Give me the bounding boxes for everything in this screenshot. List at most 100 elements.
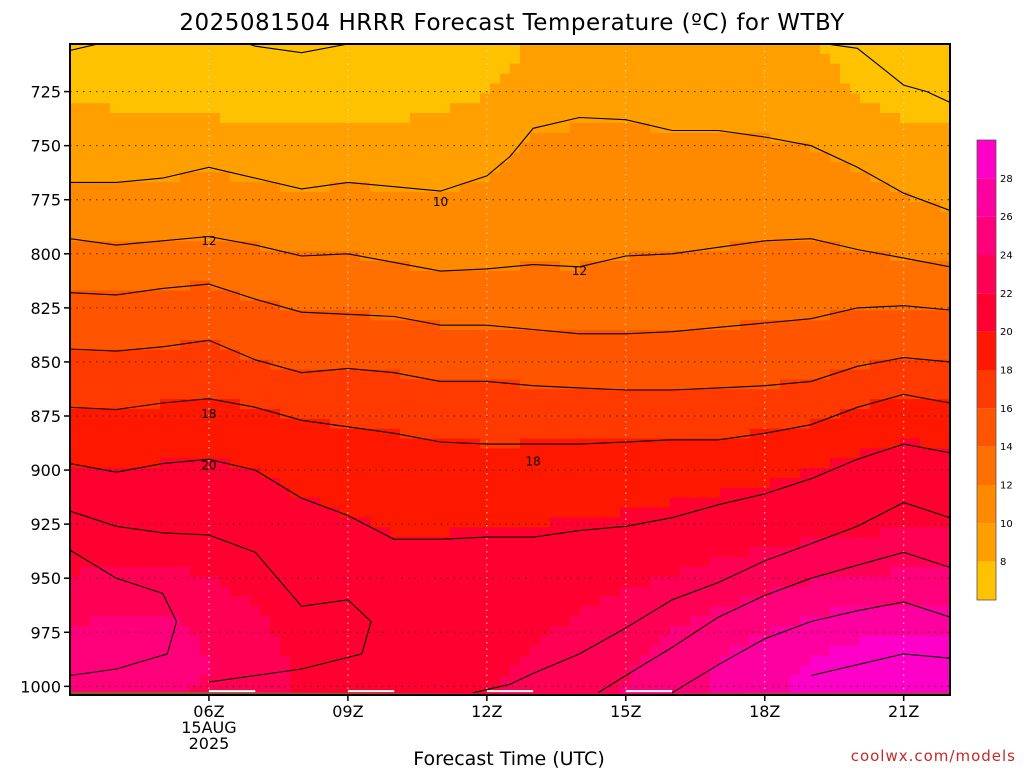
temperature-cell	[720, 231, 731, 243]
temperature-cell	[530, 221, 541, 233]
temperature-cell	[470, 665, 481, 677]
temperature-cell	[310, 478, 321, 489]
temperature-cell	[350, 507, 361, 519]
temperature-cell	[90, 280, 101, 292]
temperature-cell	[510, 369, 521, 381]
temperature-cell	[580, 122, 591, 134]
temperature-cell	[750, 221, 761, 233]
temperature-cell	[290, 201, 301, 213]
temperature-cell	[400, 507, 411, 519]
temperature-cell	[350, 468, 361, 479]
temperature-cell	[510, 113, 521, 124]
temperature-cell	[610, 172, 621, 183]
temperature-cell	[710, 339, 721, 351]
temperature-cell	[260, 645, 271, 657]
temperature-cell	[230, 241, 241, 252]
temperature-cell	[780, 379, 791, 391]
temperature-cell	[210, 103, 221, 114]
temperature-cell	[490, 83, 501, 95]
temperature-cell	[630, 241, 641, 252]
temperature-cell	[750, 290, 761, 302]
temperature-cell	[730, 261, 741, 272]
temperature-cell	[610, 93, 621, 104]
temperature-cell	[90, 655, 101, 667]
temperature-cell	[580, 369, 591, 381]
temperature-cell	[250, 369, 261, 381]
temperature-cell	[760, 408, 771, 420]
temperature-cell	[430, 547, 441, 558]
temperature-cell	[210, 261, 221, 272]
temperature-cell	[330, 251, 341, 262]
temperature-cell	[170, 63, 181, 75]
temperature-cell	[240, 675, 251, 686]
temperature-cell	[760, 359, 771, 371]
temperature-cell	[490, 73, 501, 85]
temperature-cell	[260, 211, 271, 223]
temperature-cell	[330, 231, 341, 243]
temperature-cell	[630, 596, 641, 608]
temperature-cell	[500, 142, 511, 154]
temperature-cell	[710, 152, 721, 164]
temperature-cell	[700, 339, 711, 351]
temperature-cell	[110, 428, 121, 440]
temperature-cell	[620, 330, 631, 341]
temperature-cell	[310, 586, 321, 598]
temperature-cell	[700, 379, 711, 391]
temperature-cell	[770, 547, 781, 558]
temperature-cell	[350, 320, 361, 331]
temperature-cell	[70, 152, 81, 164]
temperature-cell	[560, 152, 571, 164]
temperature-cell	[130, 300, 141, 312]
temperature-cell	[730, 586, 741, 598]
temperature-cell	[480, 517, 491, 529]
temperature-cell	[650, 73, 661, 85]
temperature-cell	[720, 586, 731, 598]
temperature-cell	[220, 399, 231, 410]
temperature-cell	[740, 418, 751, 430]
temperature-cell	[430, 113, 441, 124]
temperature-cell	[760, 132, 771, 144]
temperature-cell	[210, 576, 221, 588]
temperature-cell	[820, 53, 831, 65]
temperature-cell	[610, 369, 621, 381]
temperature-cell	[170, 478, 181, 489]
temperature-cell	[500, 231, 511, 243]
temperature-cell	[380, 596, 391, 608]
temperature-cell	[590, 359, 601, 371]
temperature-cell	[210, 201, 221, 213]
temperature-cell	[220, 251, 231, 262]
temperature-cell	[380, 270, 391, 282]
temperature-cell	[600, 675, 611, 686]
temperature-cell	[800, 616, 811, 627]
temperature-cell	[470, 458, 481, 469]
temperature-cell	[530, 152, 541, 164]
temperature-cell	[250, 310, 261, 321]
temperature-cell	[140, 211, 151, 223]
temperature-cell	[500, 251, 511, 262]
temperature-cell	[200, 517, 211, 529]
temperature-cell	[110, 300, 121, 312]
temperature-cell	[150, 478, 161, 489]
temperature-cell	[530, 172, 541, 183]
temperature-cell	[530, 655, 541, 667]
temperature-cell	[170, 468, 181, 479]
temperature-cell	[630, 270, 641, 282]
temperature-cell	[180, 418, 191, 430]
temperature-cell	[790, 655, 801, 667]
temperature-cell	[180, 330, 191, 341]
temperature-cell	[270, 497, 281, 509]
temperature-cell	[530, 132, 541, 144]
temperature-cell	[490, 399, 501, 410]
temperature-cell	[100, 359, 111, 371]
temperature-cell	[100, 172, 111, 183]
temperature-cell	[560, 497, 571, 509]
temperature-cell	[220, 93, 231, 104]
temperature-cell	[170, 201, 181, 213]
temperature-cell	[170, 122, 181, 134]
temperature-cell	[310, 566, 321, 578]
temperature-cell	[290, 63, 301, 75]
temperature-cell	[610, 556, 621, 568]
temperature-cell	[550, 53, 561, 65]
temperature-cell	[490, 359, 501, 371]
temperature-cell	[170, 458, 181, 469]
